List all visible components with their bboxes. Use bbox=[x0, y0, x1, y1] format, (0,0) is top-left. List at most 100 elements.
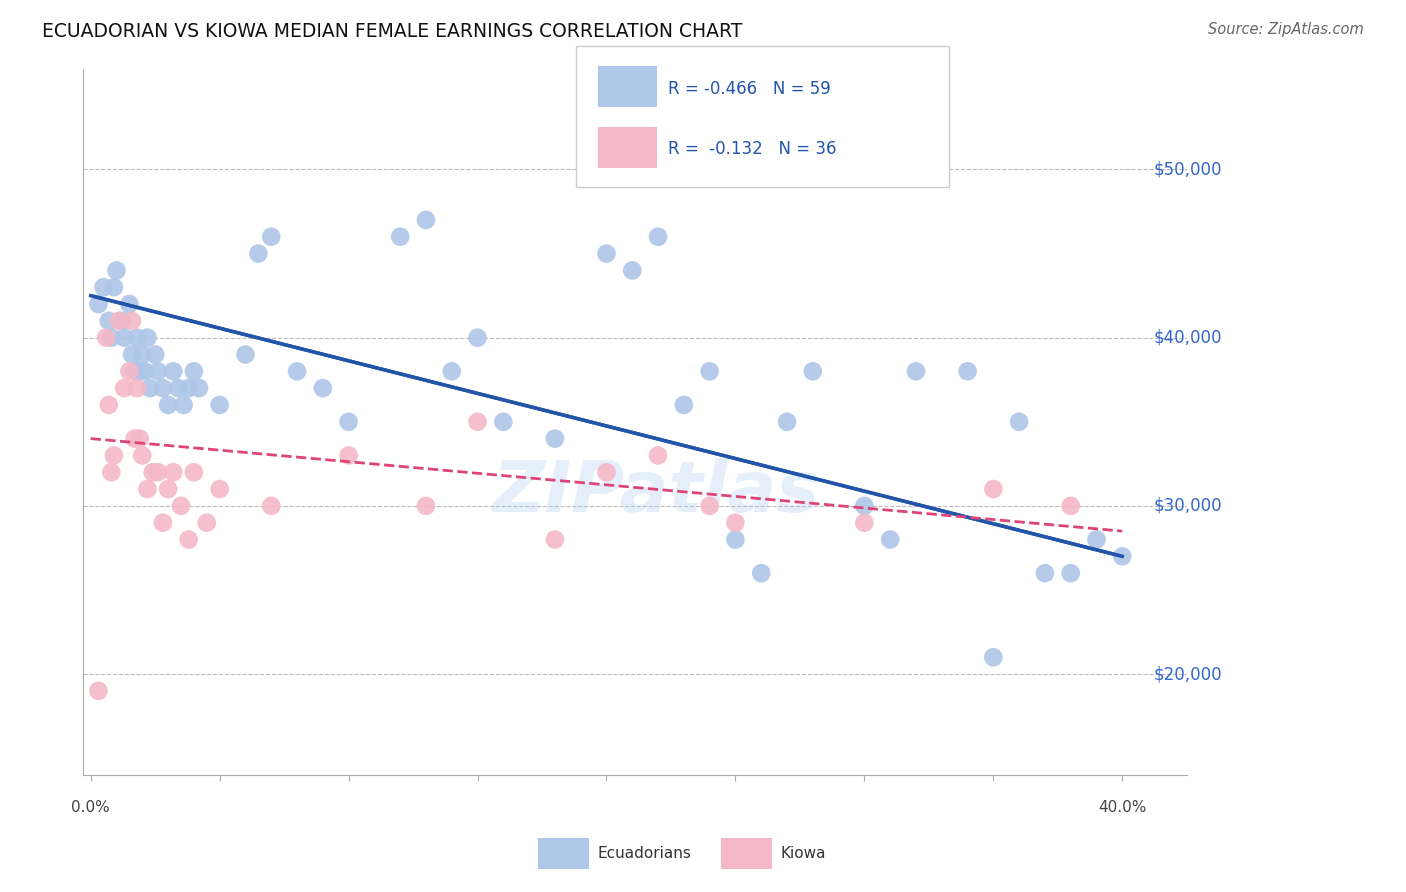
Point bbox=[142, 465, 165, 479]
Point bbox=[621, 263, 644, 277]
Point bbox=[121, 314, 143, 328]
Point bbox=[492, 415, 515, 429]
Text: Ecuadorians: Ecuadorians bbox=[598, 847, 692, 861]
Point bbox=[415, 499, 437, 513]
Point bbox=[97, 398, 120, 412]
Text: Kiowa: Kiowa bbox=[780, 847, 825, 861]
Point bbox=[87, 297, 110, 311]
Point bbox=[152, 381, 174, 395]
Point bbox=[440, 364, 463, 378]
Point bbox=[97, 314, 120, 328]
Point bbox=[87, 684, 110, 698]
Point bbox=[904, 364, 927, 378]
Point bbox=[879, 533, 901, 547]
Point bbox=[1085, 533, 1108, 547]
Point bbox=[118, 297, 141, 311]
Text: ECUADORIAN VS KIOWA MEDIAN FEMALE EARNINGS CORRELATION CHART: ECUADORIAN VS KIOWA MEDIAN FEMALE EARNIN… bbox=[42, 22, 742, 41]
Point bbox=[134, 364, 156, 378]
Point bbox=[467, 415, 489, 429]
Point bbox=[173, 398, 195, 412]
Text: R =  -0.132   N = 36: R = -0.132 N = 36 bbox=[668, 140, 837, 159]
Point bbox=[127, 331, 149, 345]
Text: 0.0%: 0.0% bbox=[72, 800, 110, 815]
Point bbox=[647, 229, 669, 244]
Point bbox=[195, 516, 218, 530]
Point bbox=[1060, 566, 1083, 581]
Point bbox=[157, 482, 180, 496]
Point bbox=[776, 415, 799, 429]
Point bbox=[124, 364, 146, 378]
Point bbox=[1008, 415, 1031, 429]
Point bbox=[105, 263, 128, 277]
Point bbox=[162, 364, 184, 378]
Point bbox=[337, 415, 360, 429]
Point bbox=[127, 381, 149, 395]
Point bbox=[146, 465, 169, 479]
Point bbox=[108, 314, 131, 328]
Point bbox=[724, 533, 747, 547]
Text: R = -0.466   N = 59: R = -0.466 N = 59 bbox=[668, 79, 831, 97]
Point bbox=[389, 229, 412, 244]
Point bbox=[128, 364, 150, 378]
Point bbox=[167, 381, 190, 395]
Point bbox=[177, 533, 200, 547]
Point bbox=[103, 449, 125, 463]
Point bbox=[415, 213, 437, 227]
Point bbox=[544, 533, 567, 547]
Point bbox=[699, 364, 721, 378]
Point bbox=[157, 398, 180, 412]
Point bbox=[136, 482, 159, 496]
Point bbox=[162, 465, 184, 479]
Point bbox=[260, 499, 283, 513]
Text: $20,000: $20,000 bbox=[1153, 665, 1222, 683]
Point bbox=[853, 499, 876, 513]
Point bbox=[724, 516, 747, 530]
Point bbox=[143, 347, 166, 361]
Point bbox=[118, 364, 141, 378]
Point bbox=[183, 465, 205, 479]
Point bbox=[177, 381, 200, 395]
Point bbox=[131, 347, 153, 361]
Point bbox=[956, 364, 979, 378]
Point bbox=[544, 432, 567, 446]
Point bbox=[124, 432, 146, 446]
Point bbox=[112, 381, 135, 395]
Point bbox=[1111, 549, 1133, 564]
Point bbox=[146, 364, 169, 378]
Point bbox=[139, 381, 162, 395]
Text: $50,000: $50,000 bbox=[1153, 161, 1222, 178]
Point bbox=[247, 246, 270, 260]
Point bbox=[595, 465, 617, 479]
Point bbox=[801, 364, 824, 378]
Point bbox=[285, 364, 308, 378]
Point bbox=[112, 331, 135, 345]
Point bbox=[647, 449, 669, 463]
Point bbox=[103, 280, 125, 294]
Point bbox=[1060, 499, 1083, 513]
Point bbox=[235, 347, 257, 361]
Point bbox=[96, 331, 118, 345]
Text: 40.0%: 40.0% bbox=[1098, 800, 1146, 815]
Point bbox=[136, 331, 159, 345]
Point bbox=[128, 432, 150, 446]
Point bbox=[183, 364, 205, 378]
Point bbox=[312, 381, 335, 395]
Point bbox=[699, 499, 721, 513]
Point bbox=[100, 331, 122, 345]
Point bbox=[672, 398, 695, 412]
Point bbox=[853, 516, 876, 530]
Point bbox=[981, 482, 1004, 496]
Point bbox=[131, 449, 153, 463]
Text: Source: ZipAtlas.com: Source: ZipAtlas.com bbox=[1208, 22, 1364, 37]
Point bbox=[111, 314, 134, 328]
Text: ZIPatlas: ZIPatlas bbox=[494, 458, 821, 527]
Point bbox=[981, 650, 1004, 665]
Point bbox=[467, 331, 489, 345]
Text: $30,000: $30,000 bbox=[1153, 497, 1222, 515]
Point bbox=[170, 499, 193, 513]
Point bbox=[188, 381, 211, 395]
Point bbox=[121, 347, 143, 361]
Point bbox=[1033, 566, 1056, 581]
Text: $40,000: $40,000 bbox=[1153, 328, 1222, 347]
Point bbox=[100, 465, 122, 479]
